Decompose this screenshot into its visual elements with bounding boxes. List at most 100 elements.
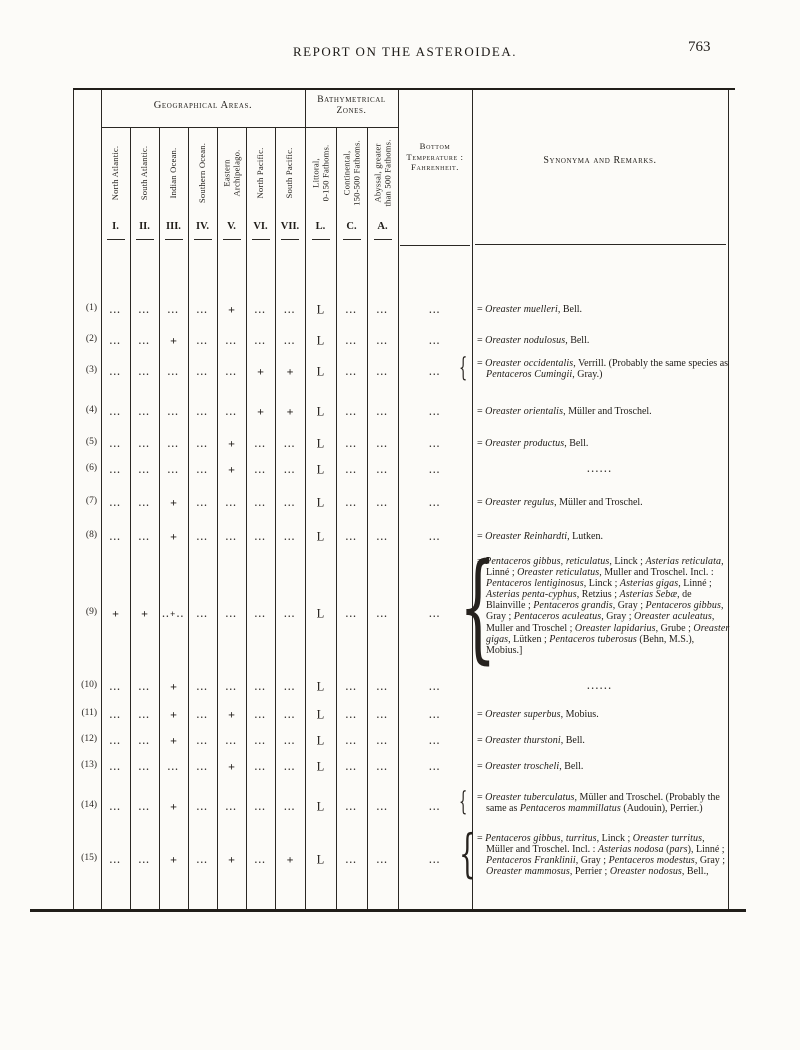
mark-littoral: L <box>316 707 325 722</box>
mark-dots-plus: ..+.. <box>162 609 185 619</box>
mark-plus: + <box>286 404 294 419</box>
mark-dots: ... <box>109 682 122 692</box>
table-vertical-rule <box>188 127 189 911</box>
table-vertical-rule <box>305 88 306 911</box>
mark-dots: ... <box>167 762 180 772</box>
mark-dots: ... <box>345 439 358 449</box>
mark-dots: ... <box>138 710 151 720</box>
mark-dots: ... <box>284 682 296 692</box>
mark-dots: ... <box>376 762 389 772</box>
column-label-box: Indian Ocean. <box>159 130 188 216</box>
mark-dots: ... <box>225 336 238 346</box>
mark-dots: ... <box>196 367 209 377</box>
mark-dots: ... <box>284 762 296 772</box>
mark-littoral: L <box>316 462 325 477</box>
column-numeral: VII. <box>280 221 300 232</box>
mark-dots: ... <box>429 305 441 315</box>
mark-dots: ... <box>196 609 209 619</box>
mark-dots: ... <box>345 407 358 417</box>
mark-dots: ... <box>376 465 389 475</box>
mark-dots: ... <box>284 710 296 720</box>
mark-dots: ... <box>109 855 122 865</box>
mark-littoral: L <box>316 733 325 748</box>
mark-dots: ... <box>345 532 358 542</box>
column-numeral: II. <box>139 221 150 232</box>
row-number: (10) <box>81 680 97 690</box>
mark-dots: ... <box>196 439 209 449</box>
mark-dots: ... <box>109 367 122 377</box>
column-label-box: South Atlantic. <box>130 130 159 216</box>
mark-dots: ... <box>225 407 238 417</box>
mark-dots: ... <box>109 532 122 542</box>
mark-dots: ... <box>254 439 267 449</box>
mark-dots: ... <box>376 498 389 508</box>
mark-dots: ... <box>429 532 441 542</box>
mark-dots: ... <box>109 710 122 720</box>
mark-dots: ... <box>167 305 180 315</box>
mark-dots: ... <box>138 736 151 746</box>
mark-dots: ... <box>196 407 209 417</box>
row-number: (3) <box>85 365 97 375</box>
row-number: (11) <box>81 708 97 718</box>
mark-dots: ... <box>284 465 296 475</box>
mark-dots: ... <box>254 609 267 619</box>
mark-plus: + <box>170 733 177 748</box>
numeral-underline <box>342 239 361 240</box>
mark-dots: ... <box>284 736 296 746</box>
numeral-underline <box>222 239 241 240</box>
remark-text: = Oreaster superbus, Mobius. <box>477 709 599 720</box>
remark-ellipsis: ...... <box>587 681 613 691</box>
column-numeral: III. <box>166 221 181 232</box>
table-vertical-rule <box>159 127 160 911</box>
mark-dots: ... <box>254 336 267 346</box>
column-label-a: Abyssal, greater than 500 Fathoms. <box>371 139 392 207</box>
mark-plus: + <box>112 606 119 621</box>
mark-dots: ... <box>196 532 209 542</box>
mark-plus: + <box>228 707 235 722</box>
mark-dots: ... <box>225 498 238 508</box>
mark-dots: ... <box>429 762 441 772</box>
mark-dots: ... <box>345 762 358 772</box>
table-vertical-rule <box>130 127 131 911</box>
column-label-vii: South Pacific. <box>284 147 295 199</box>
mark-littoral: L <box>316 606 325 621</box>
mark-dots: ... <box>167 439 180 449</box>
mark-dots: ... <box>138 439 151 449</box>
mark-dots: ... <box>196 710 209 720</box>
numeral-underline <box>164 239 183 240</box>
mark-plus: + <box>228 759 235 774</box>
mark-plus: + <box>228 436 235 451</box>
row-number: (7) <box>85 496 97 506</box>
column-label-c: Continental, 150-500 Fathoms. <box>340 140 361 206</box>
mark-dots: ... <box>138 682 151 692</box>
mark-littoral: L <box>316 759 325 774</box>
mark-dots: ... <box>345 855 358 865</box>
mark-dots: ... <box>196 498 209 508</box>
mark-dots: ... <box>429 609 441 619</box>
mark-littoral: L <box>316 333 325 348</box>
mark-plus: + <box>228 302 235 317</box>
column-header-bottom-temperature: Bottom Temperature : Fahrenheit. <box>406 141 464 172</box>
mark-dots: ... <box>376 609 389 619</box>
mark-dots: ... <box>138 498 151 508</box>
remark-text: = Pentaceros gibbus, reticulatus, Linck … <box>477 556 730 656</box>
row-number: (5) <box>85 437 97 447</box>
table-vertical-rule <box>472 88 473 911</box>
column-label-box: Eastern Archipelago. <box>217 130 246 216</box>
remark-text: = Oreaster thurstoni, Bell. <box>477 735 585 746</box>
mark-dots: ... <box>345 305 358 315</box>
mark-dots: ... <box>138 532 151 542</box>
mark-dots: ... <box>109 407 122 417</box>
table-vertical-rule <box>217 127 218 911</box>
table-bottom-rule <box>30 909 746 912</box>
mark-dots: ... <box>376 336 389 346</box>
row-number: (6) <box>85 463 97 473</box>
page-title: REPORT ON THE ASTEROIDEA. <box>292 44 518 59</box>
remark-brace: { <box>459 353 468 384</box>
column-label-l: Littoral, 0-150 Fathoms. <box>309 144 330 202</box>
mark-dots: ... <box>284 439 296 449</box>
temperature-header-underline <box>400 245 470 246</box>
row-number: (9) <box>85 607 97 617</box>
mark-dots: ... <box>109 498 122 508</box>
mark-dots: ... <box>284 802 296 812</box>
